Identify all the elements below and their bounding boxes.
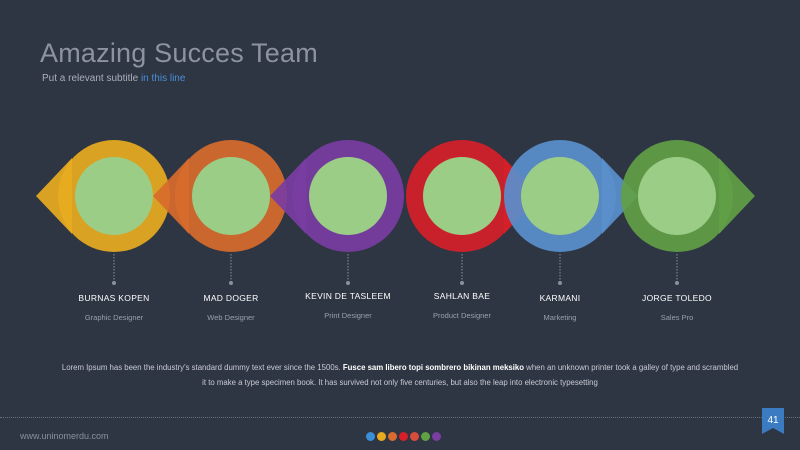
member-name: BURNAS KOPEN bbox=[78, 293, 150, 303]
footer-url[interactable]: www.uninomerdu.com bbox=[20, 431, 109, 441]
body-part1: Lorem Ipsum has been the industry's stan… bbox=[61, 363, 343, 372]
color-dot bbox=[399, 432, 408, 441]
member-name: SAHLAN BAE bbox=[433, 291, 491, 301]
subtitle-highlight: in this line bbox=[140, 73, 186, 84]
member-badge-2 bbox=[153, 140, 287, 285]
page-number-badge: 41 bbox=[762, 408, 784, 434]
color-dot bbox=[388, 432, 397, 441]
member-badge-6 bbox=[621, 140, 755, 285]
member-role: Print Designer bbox=[324, 311, 372, 320]
avatar-placeholder[interactable] bbox=[521, 157, 599, 235]
member-name: KEVIN DE TASLEEM bbox=[305, 291, 391, 301]
team-member-4: SAHLAN BAE Product Designer bbox=[402, 291, 522, 320]
body-paragraph: Lorem Ipsum has been the industry's stan… bbox=[60, 360, 740, 390]
member-name: KARMANI bbox=[539, 293, 581, 303]
member-role: Sales Pro bbox=[660, 313, 694, 322]
connector-dot bbox=[229, 281, 233, 285]
member-role: Marketing bbox=[543, 313, 577, 322]
connector-dot bbox=[675, 281, 679, 285]
member-badge-3 bbox=[270, 140, 404, 285]
avatar-placeholder[interactable] bbox=[192, 157, 270, 235]
member-role: Web Designer bbox=[207, 313, 255, 322]
slide-subtitle: Put a relevant subtitle in this line bbox=[42, 73, 185, 84]
body-bold: Fusce sam libero topi sombrero bikinan m… bbox=[342, 363, 525, 372]
connector-dot bbox=[460, 281, 464, 285]
avatar-placeholder[interactable] bbox=[309, 157, 387, 235]
team-member-1: BURNAS KOPEN Graphic Designer bbox=[54, 293, 174, 322]
slide-title: Amazing Succes Team bbox=[40, 38, 318, 68]
team-member-2: MAD DOGER Web Designer bbox=[171, 293, 291, 322]
connector-dot bbox=[558, 281, 562, 285]
color-dot bbox=[432, 432, 441, 441]
member-badge-1 bbox=[36, 140, 170, 285]
color-dot bbox=[366, 432, 375, 441]
color-dot bbox=[421, 432, 430, 441]
member-badge-5 bbox=[504, 140, 638, 285]
member-role: Graphic Designer bbox=[84, 313, 144, 322]
page-number: 41 bbox=[767, 415, 779, 426]
color-dot bbox=[410, 432, 419, 441]
subtitle-main: Put a relevant subtitle bbox=[42, 73, 141, 84]
color-dots bbox=[366, 432, 441, 441]
connector-dot bbox=[346, 281, 350, 285]
avatar-placeholder[interactable] bbox=[638, 157, 716, 235]
connector-dot bbox=[112, 281, 116, 285]
avatar-placeholder[interactable] bbox=[423, 157, 501, 235]
member-name: JORGE TOLEDO bbox=[642, 293, 712, 303]
color-dot bbox=[377, 432, 386, 441]
team-member-5: KARMANI Marketing bbox=[500, 293, 620, 322]
body-part2: when an unknown printer took a galley of… bbox=[202, 363, 739, 387]
team-member-6: JORGE TOLEDO Sales Pro bbox=[617, 293, 737, 322]
member-name: MAD DOGER bbox=[203, 293, 259, 303]
footer-divider bbox=[0, 417, 800, 418]
avatar-placeholder[interactable] bbox=[75, 157, 153, 235]
team-member-3: KEVIN DE TASLEEM Print Designer bbox=[288, 291, 408, 320]
bookmark-icon bbox=[762, 408, 784, 434]
member-role: Product Designer bbox=[433, 311, 491, 320]
